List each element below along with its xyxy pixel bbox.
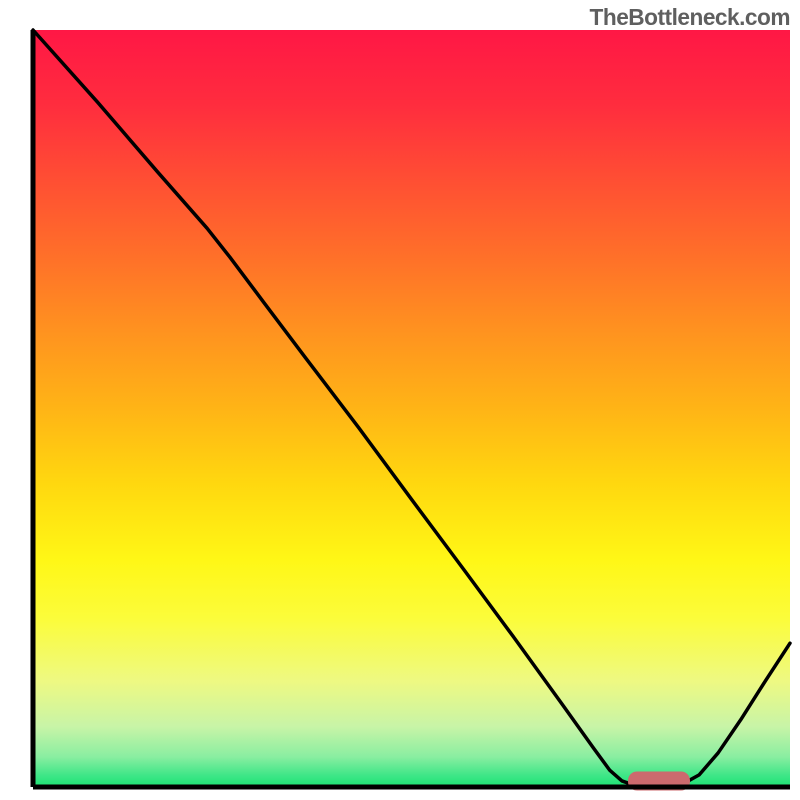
axes xyxy=(0,0,800,800)
bottleneck-chart: TheBottleneck.com xyxy=(0,0,800,800)
